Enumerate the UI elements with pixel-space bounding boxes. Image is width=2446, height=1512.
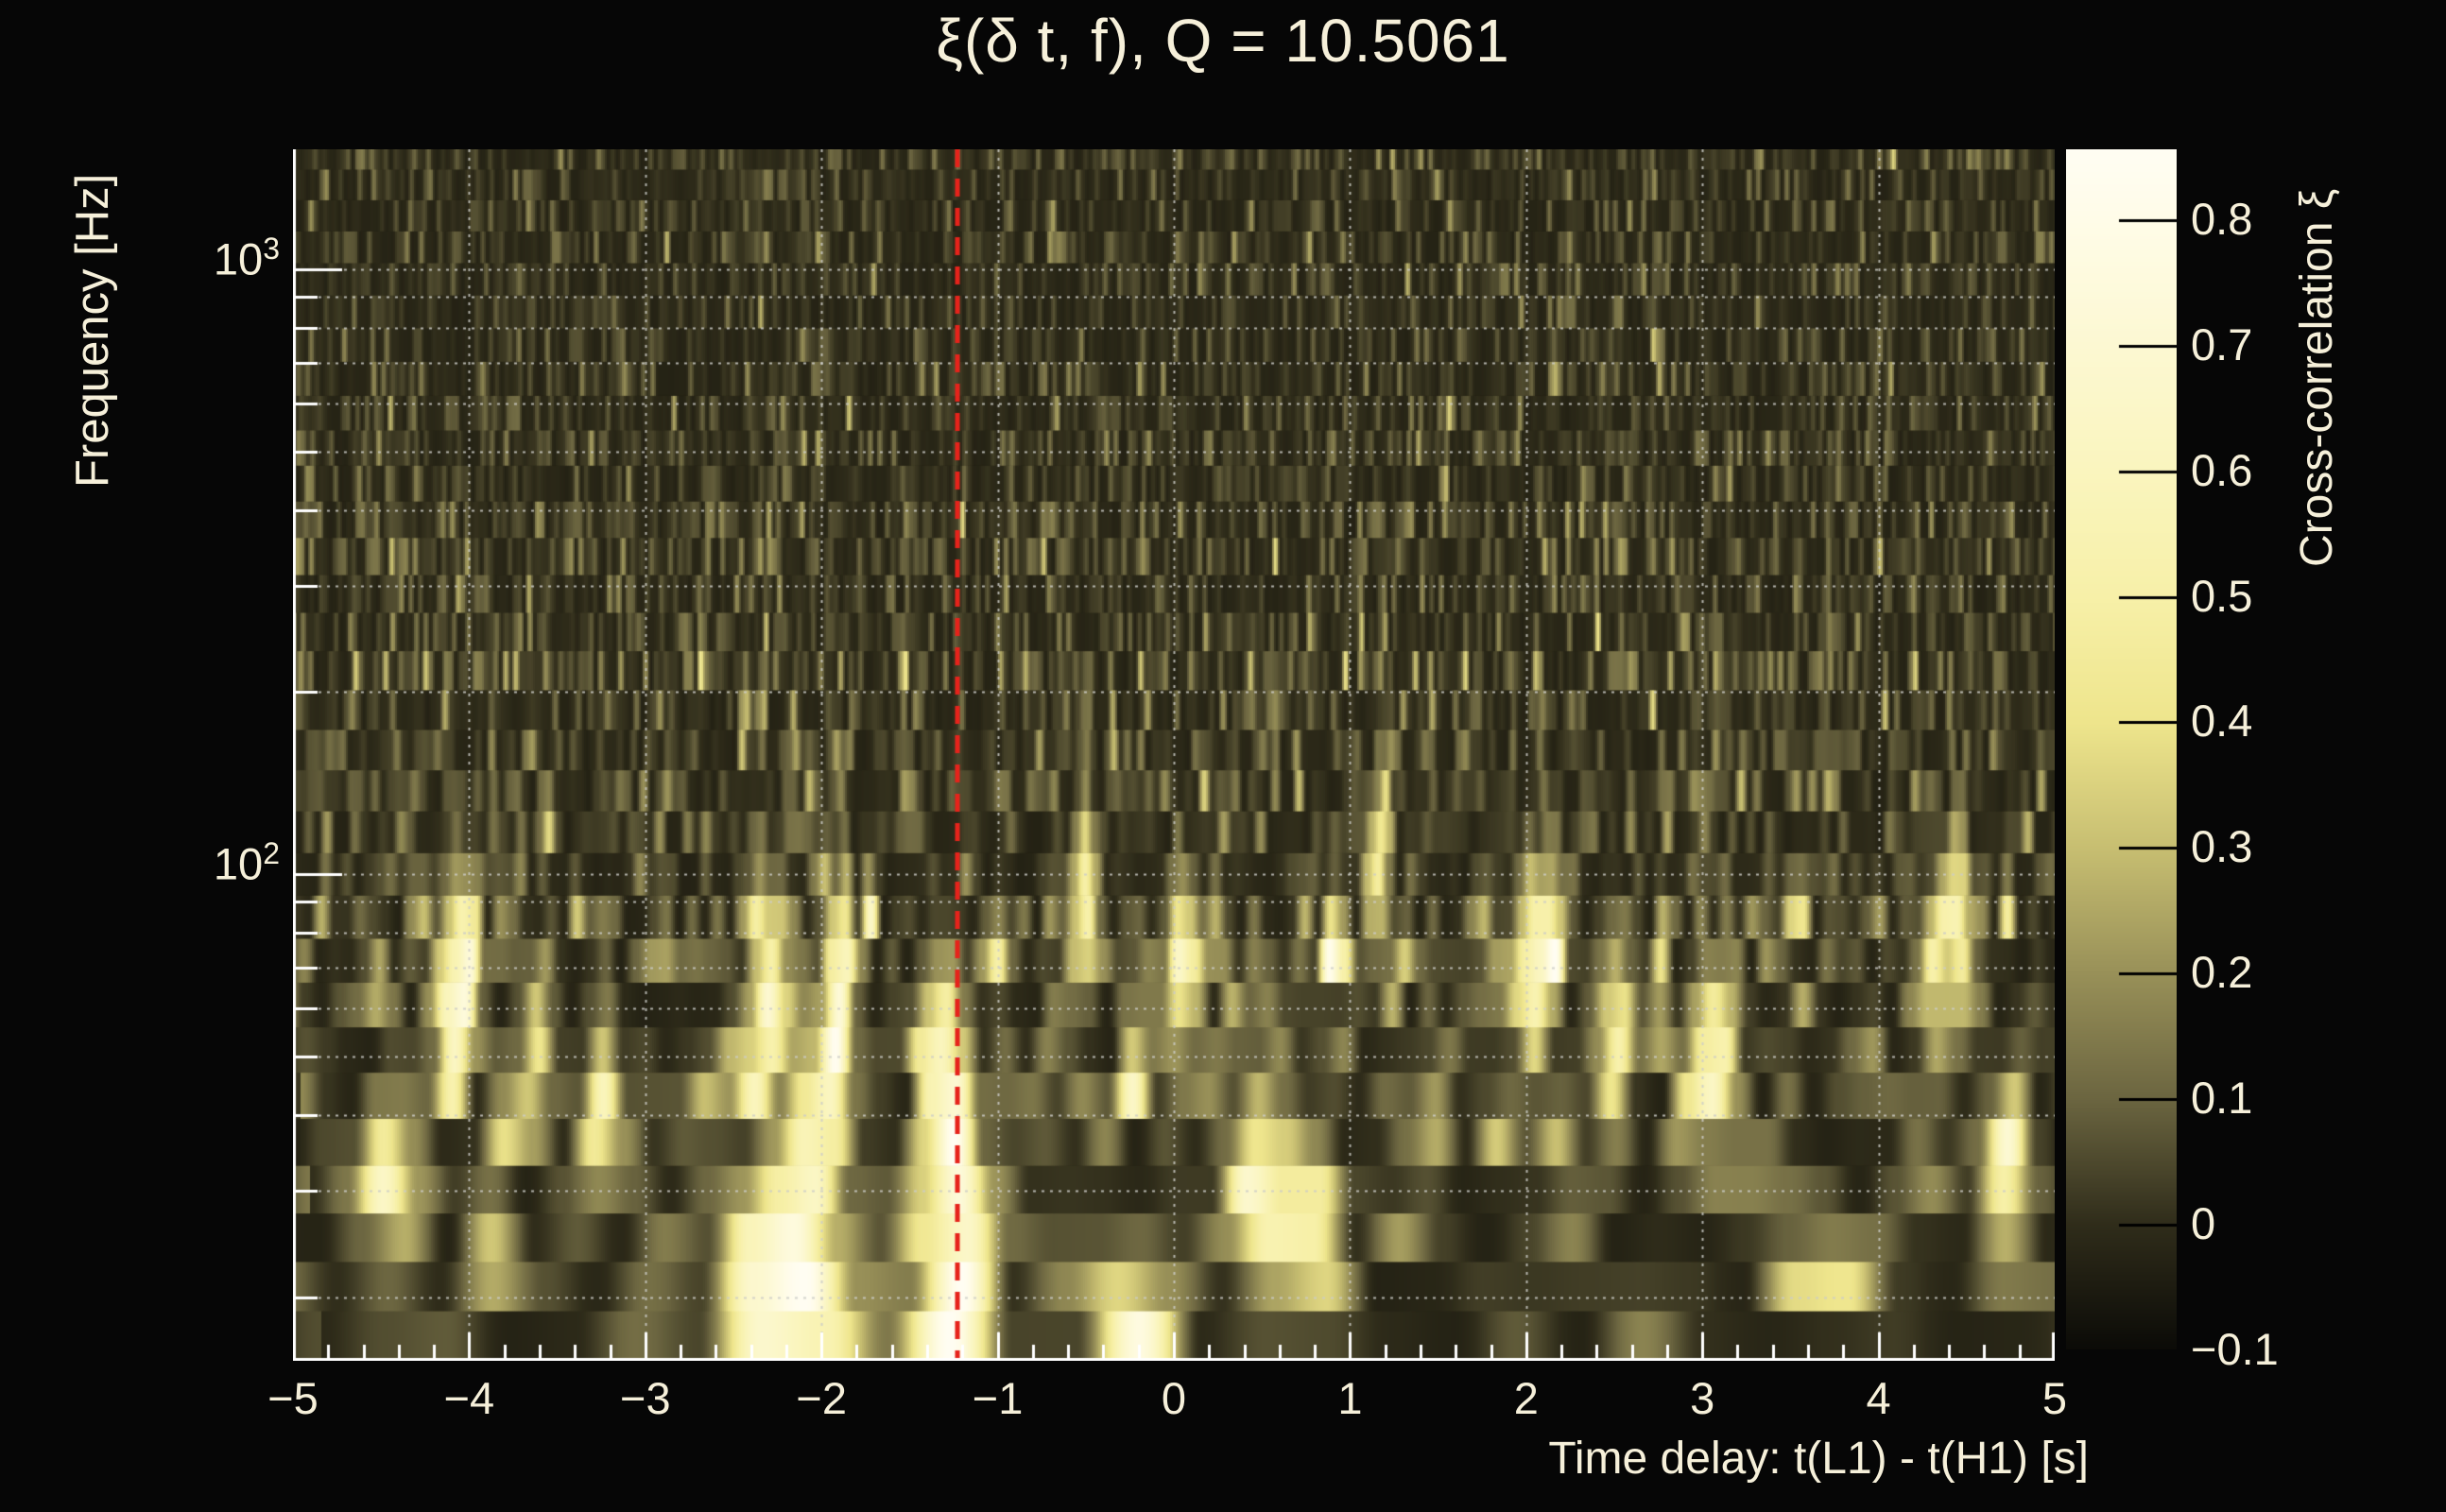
y-tick-label: 102 — [213, 836, 280, 889]
y-axis-title: Frequency [Hz] — [67, 173, 118, 488]
x-tick-label: −2 — [796, 1373, 847, 1423]
x-tick-label: 2 — [1513, 1373, 1539, 1423]
y-tick-label: 103 — [213, 231, 280, 284]
colorbar-canvas — [2066, 149, 2177, 1349]
colorbar-tick-label: 0.1 — [2191, 1073, 2253, 1124]
x-tick-label: −3 — [620, 1373, 671, 1423]
colorbar-tick-label: 0.4 — [2191, 696, 2253, 747]
colorbar-tick-label: 0.7 — [2191, 318, 2253, 369]
x-tick-label: 4 — [1866, 1373, 1891, 1423]
colorbar-title: Cross-correlation ξ — [2292, 188, 2342, 567]
colorbar-tick-label: 0.8 — [2191, 193, 2253, 244]
colorbar-tick-label: 0.3 — [2191, 821, 2253, 872]
x-tick-label: −4 — [443, 1373, 495, 1423]
x-tick-label: 0 — [1161, 1373, 1187, 1423]
colorbar-tick-label: 0 — [2191, 1198, 2216, 1248]
x-tick-label: 1 — [1337, 1373, 1363, 1423]
heatmap-plot-canvas — [293, 149, 2055, 1361]
x-axis-title: Time delay: t(L1) - t(H1) [s] — [1548, 1434, 2089, 1484]
x-tick-label: −1 — [972, 1373, 1024, 1423]
plot-title: ξ(δ t, f), Q = 10.5061 — [936, 7, 1510, 75]
colorbar-tick-label: 0.6 — [2191, 444, 2253, 495]
x-tick-label: 3 — [1690, 1373, 1715, 1423]
x-tick-label: 5 — [2041, 1373, 2068, 1423]
colorbar-tick-label: 0.2 — [2191, 947, 2253, 998]
colorbar-tick-label: −0.1 — [2191, 1323, 2279, 1374]
x-tick-label: −5 — [267, 1373, 319, 1423]
colorbar-tick-label: 0.5 — [2191, 570, 2253, 621]
